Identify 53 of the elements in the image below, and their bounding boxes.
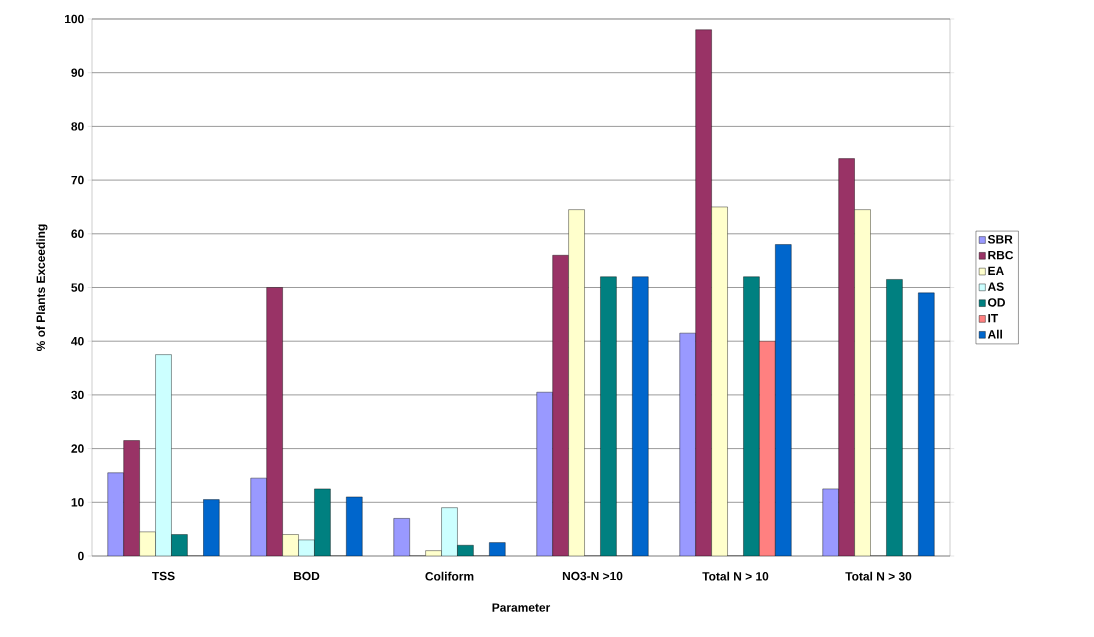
- y-tick-label: 40: [71, 336, 84, 346]
- bar: [250, 477, 267, 556]
- bar: [695, 29, 712, 556]
- x-tick-label: NO3-N >10: [562, 571, 623, 581]
- bar: [346, 496, 363, 556]
- x-tick-label: Total N > 30: [845, 571, 912, 581]
- x-tick-label: Coliform: [425, 571, 474, 581]
- y-tick-label: 80: [71, 122, 84, 131]
- bar: [441, 507, 458, 556]
- bar: [266, 287, 283, 556]
- bar: [139, 531, 156, 556]
- bar: [886, 279, 903, 556]
- bar: [393, 518, 410, 556]
- bar: [552, 255, 569, 556]
- bar: [314, 488, 331, 556]
- bar: [743, 276, 760, 556]
- legend-label: RBC: [988, 250, 1014, 260]
- y-tick-label: 60: [71, 229, 84, 239]
- legend-label: OD: [988, 298, 1005, 307]
- bar: [536, 392, 553, 556]
- y-tick-label: 70: [71, 175, 84, 185]
- bar: [918, 292, 935, 556]
- legend-label: AS: [987, 282, 1004, 291]
- x-tick-label: TSS: [152, 571, 175, 581]
- y-tick-label: 10: [71, 498, 84, 507]
- x-tick-label: Total N > 10: [702, 571, 769, 581]
- bar: [822, 488, 839, 556]
- bar: [838, 158, 855, 556]
- bar: [775, 244, 792, 556]
- bar: [854, 209, 871, 556]
- bar: [679, 332, 696, 556]
- bar: [155, 354, 172, 556]
- y-tick-label: 90: [71, 68, 84, 77]
- bar: [759, 341, 776, 556]
- y-tick-label: 0: [78, 551, 84, 561]
- legend-label: SBR: [987, 235, 1013, 244]
- y-tick-label: 50: [71, 283, 84, 292]
- bar: [632, 276, 649, 556]
- legend-label: EA: [988, 266, 1004, 275]
- bar: [600, 276, 617, 556]
- x-axis-title: Parameter: [492, 603, 551, 612]
- y-tick-label: 20: [71, 444, 84, 453]
- bar: [203, 499, 220, 556]
- legend-label: IT: [988, 314, 999, 323]
- y-axis-title: % of Plants Exceeding: [36, 224, 48, 351]
- bar: [711, 206, 728, 556]
- y-tick-label: 100: [65, 14, 84, 24]
- legend-label: All: [987, 329, 1002, 339]
- y-tick-label: 30: [71, 390, 84, 400]
- bar: [107, 472, 124, 556]
- x-tick-label: BOD: [294, 571, 320, 581]
- bar: [123, 440, 140, 556]
- bar: [568, 209, 585, 556]
